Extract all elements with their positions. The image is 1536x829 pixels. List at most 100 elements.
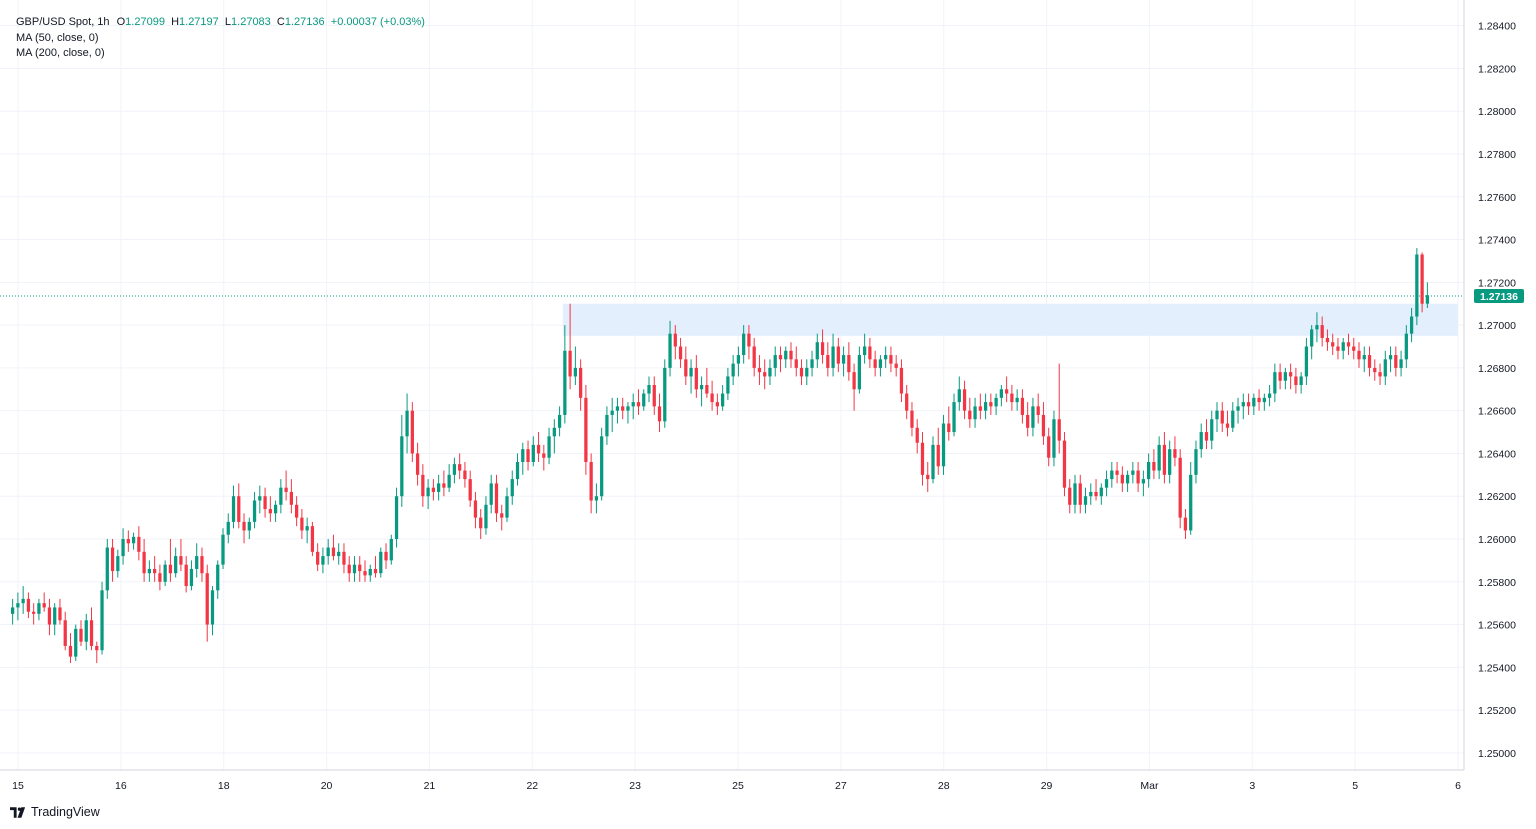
candle-body	[1089, 491, 1093, 497]
candle-body	[21, 598, 25, 604]
resistance-zone	[562, 303, 1458, 336]
candle-body	[584, 397, 588, 462]
price-axis[interactable]: 1.25000 1.25200 1.25400 1.25600 1.25800 1.260…	[1478, 21, 1516, 760]
candle-body	[1183, 517, 1188, 531]
price-tick-label: 1.27400	[1478, 235, 1516, 247]
candle-body	[342, 551, 346, 565]
candle	[778, 346, 783, 373]
candle-body	[589, 462, 593, 501]
candle	[789, 342, 793, 368]
candle-body	[1257, 397, 1261, 403]
candle	[494, 474, 499, 522]
candle	[247, 517, 251, 539]
candle-body	[26, 598, 31, 612]
candle	[300, 509, 304, 539]
candle-body	[489, 483, 493, 505]
candle-body	[778, 355, 783, 360]
candle	[1210, 410, 1214, 450]
candle-body	[1304, 346, 1309, 377]
candle-body	[347, 564, 351, 574]
candle	[636, 389, 641, 415]
candle	[589, 453, 593, 514]
candle	[279, 479, 283, 514]
time-axis[interactable]: 15 16 18 20 21 22 23 25 27 28 29 Mar 3 5 6	[12, 780, 1461, 792]
candle	[158, 564, 162, 591]
price-tick-label: 1.26200	[1478, 491, 1516, 503]
candle-body	[410, 410, 414, 454]
ohlc-values: O1.27099 H1.27197 L1.27083 C1.27136 +0.0…	[117, 16, 425, 28]
candle	[389, 534, 393, 565]
candle-body	[720, 393, 725, 407]
candle	[473, 491, 478, 529]
candle-body	[1357, 350, 1361, 360]
candle-body	[952, 402, 956, 433]
high-value: 1.27197	[179, 16, 219, 28]
open-value: 1.27099	[125, 16, 165, 28]
candle-body	[1020, 397, 1025, 415]
candle-body	[1394, 355, 1398, 368]
candle-body	[542, 453, 546, 458]
candle	[573, 346, 578, 385]
price-tick-label: 1.25600	[1478, 620, 1516, 632]
candle-body	[89, 620, 94, 646]
candle	[1231, 402, 1235, 433]
candle-body	[652, 385, 656, 407]
candle-body	[1336, 346, 1340, 351]
candle	[1015, 389, 1019, 411]
candle	[347, 556, 351, 582]
candle-body	[978, 406, 982, 411]
candle-body	[715, 402, 720, 407]
legend-ohlc-row[interactable]: GBP/USD Spot, 1h O1.27099 H1.27197 L1.27…	[16, 15, 425, 31]
candle	[947, 406, 951, 441]
candle-body	[1310, 329, 1314, 347]
candle	[768, 359, 772, 385]
candle-body	[915, 427, 919, 443]
candle	[731, 355, 735, 385]
legend-ma200[interactable]: MA (200, close, 0)	[16, 47, 105, 59]
price-tick-label: 1.26400	[1478, 448, 1516, 460]
candle-body	[131, 536, 136, 544]
candle	[1068, 479, 1072, 514]
candle	[42, 592, 46, 612]
candle-body	[552, 427, 556, 437]
candle-body	[878, 359, 883, 368]
price-tick-label: 1.26000	[1478, 534, 1516, 546]
candle	[47, 598, 52, 636]
price-tick-label: 1.26600	[1478, 406, 1516, 418]
candle-body	[563, 350, 567, 415]
candles	[10, 248, 1430, 664]
candle	[957, 376, 961, 411]
candle	[231, 485, 236, 529]
candle	[978, 393, 982, 420]
candle-body	[857, 355, 862, 390]
candle	[1257, 389, 1261, 411]
candle	[831, 333, 835, 377]
candle-body	[310, 526, 315, 552]
tradingview-logo-icon	[10, 806, 26, 818]
candle	[873, 350, 877, 377]
legend-ma50[interactable]: MA (50, close, 0)	[16, 31, 99, 44]
tradingview-brand[interactable]: TradingView	[10, 805, 100, 819]
candle-body	[1288, 372, 1293, 377]
candle	[1204, 419, 1209, 450]
candle	[137, 526, 141, 561]
candle-body	[300, 517, 304, 531]
candle-body	[1026, 414, 1030, 428]
candle	[242, 513, 246, 544]
candle-body	[442, 483, 446, 488]
candle	[226, 513, 230, 544]
price-tick-label: 1.25200	[1478, 705, 1516, 717]
candle-body	[841, 355, 846, 364]
candle-body	[1346, 342, 1351, 347]
candle	[1189, 462, 1193, 535]
candle-body	[147, 568, 152, 574]
symbol-label[interactable]: GBP/USD Spot, 1h	[16, 16, 110, 28]
candle-body	[684, 359, 688, 377]
candle-body	[705, 385, 709, 394]
candle-body	[1262, 397, 1266, 403]
price-tick-label: 1.27600	[1478, 192, 1516, 204]
candle	[1141, 470, 1146, 497]
candle	[536, 432, 541, 462]
candle-body	[484, 504, 488, 529]
